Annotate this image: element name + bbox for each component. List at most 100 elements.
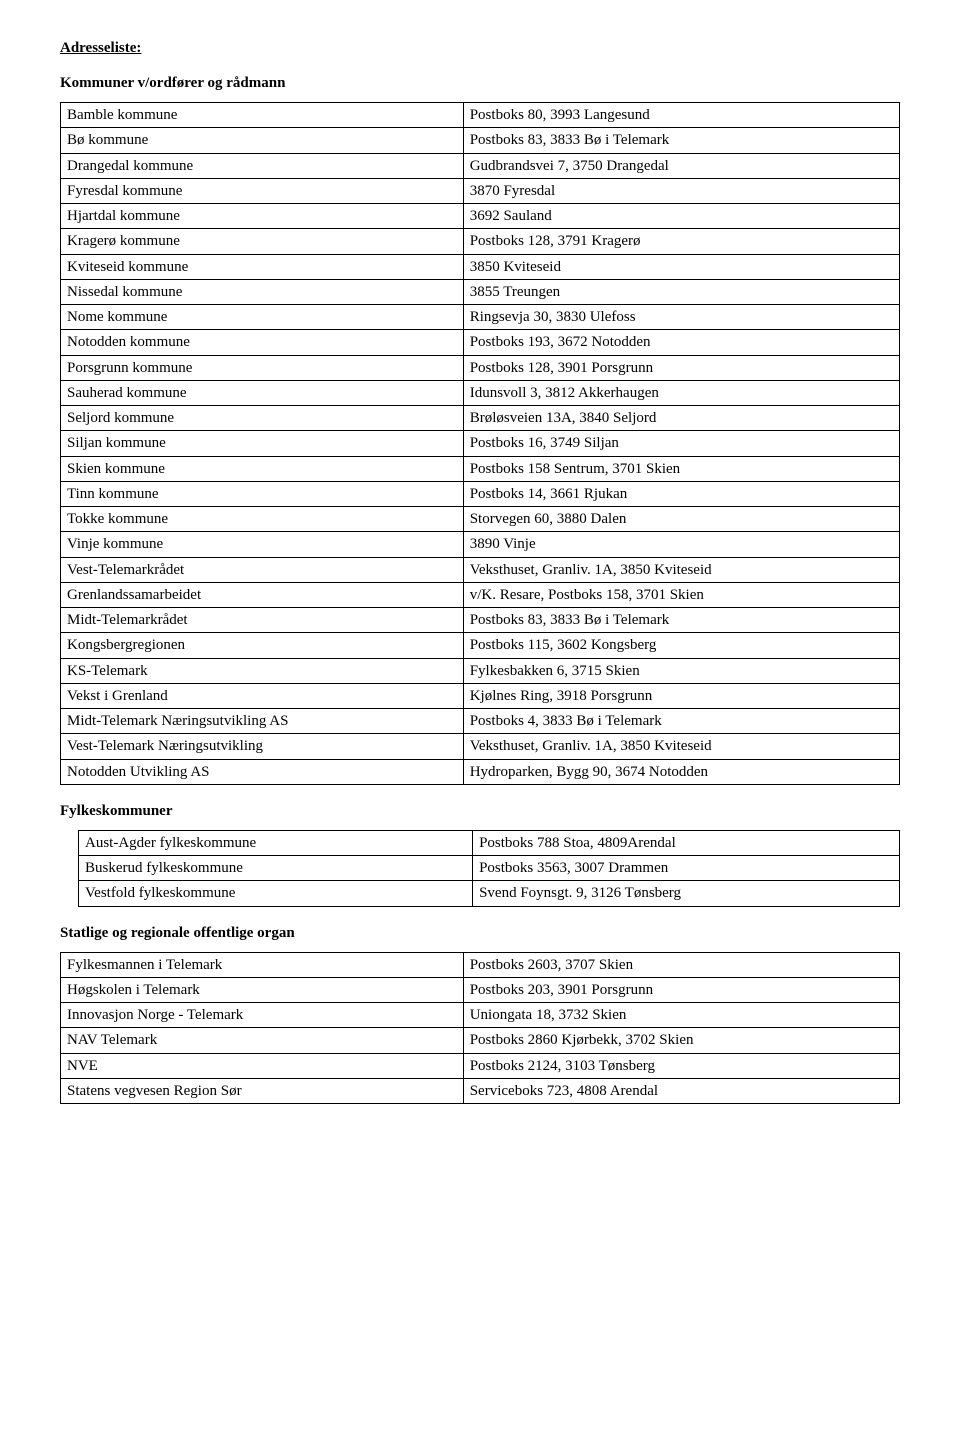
- table-row: Buskerud fylkeskommunePostboks 3563, 300…: [79, 856, 900, 881]
- cell-address: Postboks 128, 3791 Kragerø: [463, 229, 899, 254]
- cell-name: Nissedal kommune: [61, 279, 464, 304]
- table-row: Midt-Telemark Næringsutvikling ASPostbok…: [61, 709, 900, 734]
- table-row: NVEPostboks 2124, 3103 Tønsberg: [61, 1053, 900, 1078]
- cell-name: Notodden Utvikling AS: [61, 759, 464, 784]
- cell-name: NVE: [61, 1053, 464, 1078]
- page-title: Adresseliste:: [60, 40, 900, 57]
- cell-address: Postboks 158 Sentrum, 3701 Skien: [463, 456, 899, 481]
- table-row: Statens vegvesen Region SørServiceboks 7…: [61, 1078, 900, 1103]
- section-header-statlige: Statlige og regionale offentlige organ: [60, 925, 900, 942]
- cell-address: Postboks 16, 3749 Siljan: [463, 431, 899, 456]
- table-row: Kragerø kommunePostboks 128, 3791 Krager…: [61, 229, 900, 254]
- cell-name: Bø kommune: [61, 128, 464, 153]
- table-row: KongsbergregionenPostboks 115, 3602 Kong…: [61, 633, 900, 658]
- cell-address: Postboks 83, 3833 Bø i Telemark: [463, 608, 899, 633]
- table-row: NAV TelemarkPostboks 2860 Kjørbekk, 3702…: [61, 1028, 900, 1053]
- cell-address: Postboks 4, 3833 Bø i Telemark: [463, 709, 899, 734]
- cell-name: Nome kommune: [61, 305, 464, 330]
- cell-name: Notodden kommune: [61, 330, 464, 355]
- cell-name: Vinje kommune: [61, 532, 464, 557]
- cell-address: Kjølnes Ring, 3918 Porsgrunn: [463, 683, 899, 708]
- table-fylkeskommuner: Aust-Agder fylkeskommunePostboks 788 Sto…: [78, 830, 900, 907]
- table-row: Vest-TelemarkrådetVeksthuset, Granliv. 1…: [61, 557, 900, 582]
- cell-name: Midt-Telemark Næringsutvikling AS: [61, 709, 464, 734]
- table-row: Tinn kommunePostboks 14, 3661 Rjukan: [61, 481, 900, 506]
- cell-name: Tinn kommune: [61, 481, 464, 506]
- table-row: Notodden Utvikling ASHydroparken, Bygg 9…: [61, 759, 900, 784]
- cell-address: Postboks 14, 3661 Rjukan: [463, 481, 899, 506]
- table-row: Bamble kommunePostboks 80, 3993 Langesun…: [61, 103, 900, 128]
- cell-name: KS-Telemark: [61, 658, 464, 683]
- table-row: Notodden kommunePostboks 193, 3672 Notod…: [61, 330, 900, 355]
- cell-name: Vestfold fylkeskommune: [79, 881, 473, 906]
- table-row: Aust-Agder fylkeskommunePostboks 788 Sto…: [79, 830, 900, 855]
- cell-address: Postboks 80, 3993 Langesund: [463, 103, 899, 128]
- table-row: Bø kommunePostboks 83, 3833 Bø i Telemar…: [61, 128, 900, 153]
- cell-address: Postboks 788 Stoa, 4809Arendal: [473, 830, 900, 855]
- cell-name: NAV Telemark: [61, 1028, 464, 1053]
- table-statlige: Fylkesmannen i TelemarkPostboks 2603, 37…: [60, 952, 900, 1105]
- table-row: Fylkesmannen i TelemarkPostboks 2603, 37…: [61, 952, 900, 977]
- cell-name: Høgskolen i Telemark: [61, 977, 464, 1002]
- table-row: Vinje kommune3890 Vinje: [61, 532, 900, 557]
- cell-address: Veksthuset, Granliv. 1A, 3850 Kviteseid: [463, 734, 899, 759]
- table-row: Tokke kommuneStorvegen 60, 3880 Dalen: [61, 507, 900, 532]
- cell-name: Porsgrunn kommune: [61, 355, 464, 380]
- table-row: Nissedal kommune3855 Treungen: [61, 279, 900, 304]
- cell-name: Innovasjon Norge - Telemark: [61, 1003, 464, 1028]
- cell-address: Svend Foynsgt. 9, 3126 Tønsberg: [473, 881, 900, 906]
- section-header-fylkeskommuner: Fylkeskommuner: [60, 803, 900, 820]
- cell-address: Postboks 2124, 3103 Tønsberg: [463, 1053, 899, 1078]
- cell-address: Veksthuset, Granliv. 1A, 3850 Kviteseid: [463, 557, 899, 582]
- cell-address: Brøløsveien 13A, 3840 Seljord: [463, 406, 899, 431]
- table-row: Vest-Telemark NæringsutviklingVeksthuset…: [61, 734, 900, 759]
- cell-address: v/K. Resare, Postboks 158, 3701 Skien: [463, 582, 899, 607]
- table-row: Vestfold fylkeskommuneSvend Foynsgt. 9, …: [79, 881, 900, 906]
- cell-address: Hydroparken, Bygg 90, 3674 Notodden: [463, 759, 899, 784]
- table-row: Drangedal kommuneGudbrandsvei 7, 3750 Dr…: [61, 153, 900, 178]
- table-row: Siljan kommunePostboks 16, 3749 Siljan: [61, 431, 900, 456]
- cell-name: Grenlandssamarbeidet: [61, 582, 464, 607]
- cell-address: Fylkesbakken 6, 3715 Skien: [463, 658, 899, 683]
- cell-address: 3692 Sauland: [463, 204, 899, 229]
- cell-address: 3850 Kviteseid: [463, 254, 899, 279]
- table-row: Sauherad kommuneIdunsvoll 3, 3812 Akkerh…: [61, 380, 900, 405]
- table-row: Høgskolen i TelemarkPostboks 203, 3901 P…: [61, 977, 900, 1002]
- cell-address: Postboks 83, 3833 Bø i Telemark: [463, 128, 899, 153]
- cell-address: 3855 Treungen: [463, 279, 899, 304]
- cell-address: Postboks 2860 Kjørbekk, 3702 Skien: [463, 1028, 899, 1053]
- cell-address: Postboks 203, 3901 Porsgrunn: [463, 977, 899, 1002]
- cell-name: Tokke kommune: [61, 507, 464, 532]
- cell-address: Ringsevja 30, 3830 Ulefoss: [463, 305, 899, 330]
- table-row: Grenlandssamarbeidetv/K. Resare, Postbok…: [61, 582, 900, 607]
- cell-name: Hjartdal kommune: [61, 204, 464, 229]
- table-row: KS-TelemarkFylkesbakken 6, 3715 Skien: [61, 658, 900, 683]
- cell-address: Gudbrandsvei 7, 3750 Drangedal: [463, 153, 899, 178]
- cell-name: Drangedal kommune: [61, 153, 464, 178]
- cell-address: Storvegen 60, 3880 Dalen: [463, 507, 899, 532]
- cell-name: Bamble kommune: [61, 103, 464, 128]
- table-row: Fyresdal kommune3870 Fyresdal: [61, 178, 900, 203]
- cell-address: Postboks 115, 3602 Kongsberg: [463, 633, 899, 658]
- table-row: Seljord kommuneBrøløsveien 13A, 3840 Sel…: [61, 406, 900, 431]
- cell-name: Kragerø kommune: [61, 229, 464, 254]
- cell-name: Vest-Telemarkrådet: [61, 557, 464, 582]
- cell-name: Fylkesmannen i Telemark: [61, 952, 464, 977]
- table-row: Kviteseid kommune3850 Kviteseid: [61, 254, 900, 279]
- cell-name: Aust-Agder fylkeskommune: [79, 830, 473, 855]
- table-kommuner: Bamble kommunePostboks 80, 3993 Langesun…: [60, 102, 900, 785]
- table-row: Skien kommunePostboks 158 Sentrum, 3701 …: [61, 456, 900, 481]
- table-row: Vekst i GrenlandKjølnes Ring, 3918 Porsg…: [61, 683, 900, 708]
- table-row: Porsgrunn kommunePostboks 128, 3901 Pors…: [61, 355, 900, 380]
- table-row: Hjartdal kommune3692 Sauland: [61, 204, 900, 229]
- cell-name: Vekst i Grenland: [61, 683, 464, 708]
- cell-name: Vest-Telemark Næringsutvikling: [61, 734, 464, 759]
- cell-address: Serviceboks 723, 4808 Arendal: [463, 1078, 899, 1103]
- cell-address: 3870 Fyresdal: [463, 178, 899, 203]
- cell-name: Kongsbergregionen: [61, 633, 464, 658]
- cell-name: Buskerud fylkeskommune: [79, 856, 473, 881]
- table-row: Nome kommuneRingsevja 30, 3830 Ulefoss: [61, 305, 900, 330]
- cell-address: Uniongata 18, 3732 Skien: [463, 1003, 899, 1028]
- cell-name: Seljord kommune: [61, 406, 464, 431]
- cell-name: Midt-Telemarkrådet: [61, 608, 464, 633]
